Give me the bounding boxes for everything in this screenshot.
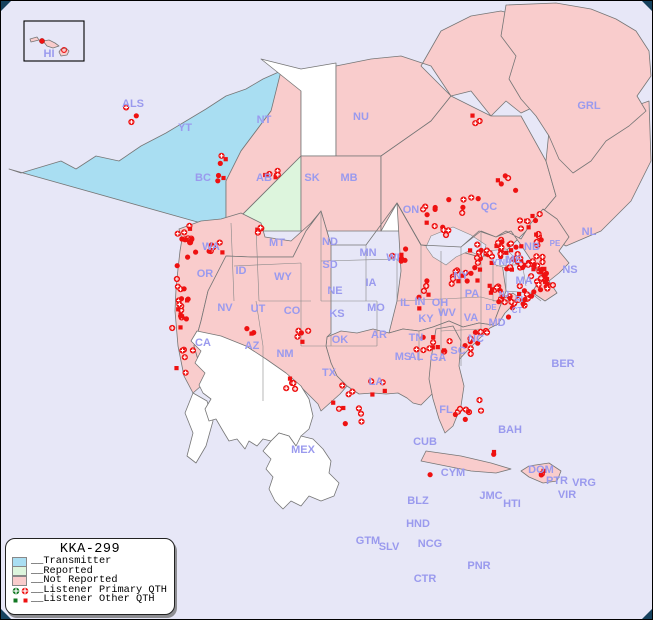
svg-text:MA: MA xyxy=(515,275,532,287)
svg-text:SK: SK xyxy=(304,172,319,184)
svg-text:NY: NY xyxy=(453,270,469,282)
svg-text:LA: LA xyxy=(369,376,384,388)
svg-text:KS: KS xyxy=(329,308,344,320)
svg-text:HI: HI xyxy=(44,48,55,60)
svg-text:IA: IA xyxy=(366,277,377,289)
svg-text:DE: DE xyxy=(485,303,497,312)
svg-text:MD: MD xyxy=(488,317,505,329)
svg-text:ND: ND xyxy=(322,236,338,248)
svg-text:SLV: SLV xyxy=(379,541,400,553)
svg-text:CO: CO xyxy=(284,305,301,317)
svg-text:MEX: MEX xyxy=(291,444,316,456)
svg-text:BLZ: BLZ xyxy=(407,495,429,507)
svg-text:WV: WV xyxy=(438,307,456,319)
svg-text:AB: AB xyxy=(256,172,272,184)
svg-text:CA: CA xyxy=(195,337,211,349)
svg-text:GRL: GRL xyxy=(577,100,601,112)
svg-text:MB: MB xyxy=(340,172,357,184)
svg-text:BAH: BAH xyxy=(498,424,522,436)
svg-text:PNR: PNR xyxy=(467,560,490,572)
svg-text:HTI: HTI xyxy=(503,498,521,510)
svg-text:OK: OK xyxy=(332,334,349,346)
svg-text:VIR: VIR xyxy=(558,489,576,501)
svg-text:AL: AL xyxy=(409,351,424,363)
svg-text:MT: MT xyxy=(269,237,285,249)
svg-text:OR: OR xyxy=(197,268,214,280)
svg-text:PE: PE xyxy=(550,239,561,248)
svg-text:MN: MN xyxy=(359,247,376,259)
svg-text:CUB: CUB xyxy=(413,436,437,448)
svg-text:GA: GA xyxy=(430,352,447,364)
svg-text:NV: NV xyxy=(217,302,233,314)
svg-text:RI: RI xyxy=(515,295,523,304)
svg-text:NB: NB xyxy=(524,241,540,253)
svg-text:NE: NE xyxy=(327,285,342,297)
svg-text:NS: NS xyxy=(562,264,577,276)
svg-text:QC: QC xyxy=(481,201,498,213)
svg-text:PTR: PTR xyxy=(546,475,568,487)
svg-text:ALS: ALS xyxy=(122,98,144,110)
svg-text:YT: YT xyxy=(178,122,192,134)
svg-text:TN: TN xyxy=(409,332,424,344)
svg-text:MO: MO xyxy=(367,302,385,314)
svg-text:WA: WA xyxy=(202,241,220,253)
svg-text:NC: NC xyxy=(468,333,484,345)
svg-text:NL: NL xyxy=(582,226,597,238)
svg-text:NJ: NJ xyxy=(499,290,509,299)
svg-text:BC: BC xyxy=(195,172,211,184)
svg-text:BER: BER xyxy=(551,358,574,370)
svg-text:TX: TX xyxy=(322,367,337,379)
svg-text:CYM: CYM xyxy=(441,467,465,479)
svg-text:GTM: GTM xyxy=(356,535,380,547)
svg-text:NCG: NCG xyxy=(418,538,442,550)
svg-text:AR: AR xyxy=(371,329,387,341)
svg-text:AZ: AZ xyxy=(245,340,260,352)
svg-text:ME: ME xyxy=(506,254,523,266)
svg-text:JMC: JMC xyxy=(479,490,502,502)
svg-text:UT: UT xyxy=(251,303,266,315)
svg-text:SC: SC xyxy=(450,345,465,357)
svg-text:CT: CT xyxy=(512,306,523,315)
svg-text:WI: WI xyxy=(386,252,399,264)
svg-text:VRG: VRG xyxy=(572,477,596,489)
svg-text:CTR: CTR xyxy=(414,573,437,585)
svg-text:SD: SD xyxy=(322,259,337,271)
svg-text:FL: FL xyxy=(439,404,453,416)
svg-text:HND: HND xyxy=(406,518,430,530)
svg-text:PA: PA xyxy=(465,288,480,300)
svg-text:ID: ID xyxy=(236,265,247,277)
svg-text:WY: WY xyxy=(274,271,292,283)
svg-text:ON: ON xyxy=(403,204,420,216)
svg-text:NT: NT xyxy=(257,114,272,126)
svg-text:IL: IL xyxy=(400,297,410,309)
svg-text:KY: KY xyxy=(418,313,434,325)
svg-text:NM: NM xyxy=(276,348,293,360)
svg-text:NU: NU xyxy=(353,111,369,123)
svg-text:VA: VA xyxy=(464,312,479,324)
svg-text:IN: IN xyxy=(415,296,426,308)
